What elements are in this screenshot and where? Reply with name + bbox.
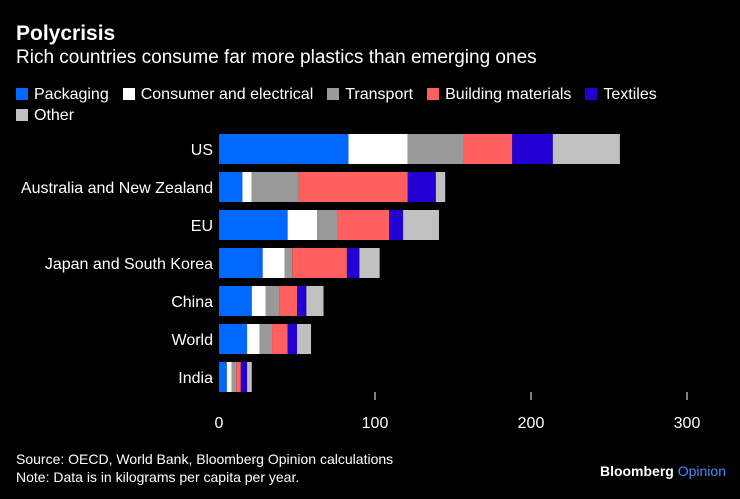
legend-label: Consumer and electrical xyxy=(140,86,314,103)
legend-swatch xyxy=(327,88,340,100)
logo-suffix: Opinion xyxy=(677,463,726,479)
category-label: Japan and South Korea xyxy=(45,256,213,273)
bar-segment xyxy=(219,324,248,354)
bar-segment xyxy=(287,324,297,354)
bar-segment xyxy=(240,362,248,392)
chart-title: Polycrisis xyxy=(16,22,116,45)
category-label: China xyxy=(171,294,213,311)
legend-swatch xyxy=(427,88,440,100)
x-tick-label: 300 xyxy=(674,415,701,432)
legend-swatch xyxy=(585,88,598,100)
bar-segment xyxy=(219,134,349,164)
bar-segment xyxy=(512,134,553,164)
bar-segment xyxy=(242,172,252,202)
chart-subtitle: Rich countries consume far more plastics… xyxy=(16,47,537,68)
legend-label: Textiles xyxy=(603,86,657,103)
bar-segment xyxy=(292,248,347,278)
bar-segment xyxy=(435,172,446,202)
bar-segment xyxy=(284,248,293,278)
category-label: EU xyxy=(191,218,213,235)
category-label: India xyxy=(178,370,213,387)
bar-segment xyxy=(359,248,380,278)
legend-label: Building materials xyxy=(445,86,572,103)
bar-segment xyxy=(403,210,439,240)
legend-item: Transport xyxy=(327,84,413,105)
bar-segment xyxy=(346,248,360,278)
bar-segment xyxy=(279,286,297,316)
note-text: Note: Data is in kilograms per capita pe… xyxy=(16,469,300,485)
bar-segment xyxy=(247,324,260,354)
x-tick-label: 100 xyxy=(362,415,389,432)
bar-segment xyxy=(287,210,318,240)
legend-label: Packaging xyxy=(34,86,109,103)
x-tick-label: 0 xyxy=(215,415,224,432)
category-label: Australia and New Zealand xyxy=(21,180,213,197)
bar-segment xyxy=(226,362,232,392)
source-text: Source: OECD, World Bank, Bloomberg Opin… xyxy=(16,451,394,467)
bar-segment xyxy=(337,210,390,240)
legend-label: Other xyxy=(34,107,75,124)
legend-swatch xyxy=(122,88,135,100)
bar-segment xyxy=(247,362,252,392)
legend-label: Transport xyxy=(345,86,414,103)
x-tick-label: 200 xyxy=(518,415,545,432)
bar-segment xyxy=(236,362,241,392)
bar-segment xyxy=(231,362,237,392)
bar-segment xyxy=(407,172,436,202)
logo-brand: Bloomberg xyxy=(599,463,674,479)
bar-segment xyxy=(219,172,243,202)
bar-segment xyxy=(317,210,338,240)
bar-segment xyxy=(306,286,324,316)
bar-segment xyxy=(298,172,408,202)
bar-segment xyxy=(407,134,464,164)
bar-segment xyxy=(348,134,408,164)
legend-item: Textiles xyxy=(585,84,657,105)
bar-segment xyxy=(297,286,307,316)
bar-segment xyxy=(389,210,404,240)
bar-segment xyxy=(552,134,620,164)
legend-item: Building materials xyxy=(427,84,571,105)
bar-segment xyxy=(259,324,273,354)
bar-segment xyxy=(219,248,263,278)
legend-swatch xyxy=(16,88,28,100)
legend-item: Other xyxy=(16,105,74,126)
bar-segment xyxy=(251,172,299,202)
bar-segment xyxy=(262,248,285,278)
bar-segment xyxy=(463,134,513,164)
bar-segment xyxy=(219,210,288,240)
category-label: World xyxy=(172,332,214,349)
bloomberg-opinion-logo: Bloomberg Opinion xyxy=(600,463,726,479)
legend-item: Consumer and electrical xyxy=(122,84,314,105)
bar-segment xyxy=(219,286,252,316)
legend-item: Packaging xyxy=(16,84,109,105)
legend: Packaging Consumer and electrical Transpor… xyxy=(16,84,716,126)
bar-segment xyxy=(265,286,280,316)
source-notes: Source: OECD, World Bank, Bloomberg Opin… xyxy=(16,450,393,486)
category-label: US xyxy=(191,142,213,159)
bar-segment xyxy=(297,324,312,354)
legend-swatch xyxy=(16,109,28,121)
bar-segment xyxy=(219,362,227,392)
bar-segment xyxy=(251,286,266,316)
bar-segment xyxy=(272,324,288,354)
